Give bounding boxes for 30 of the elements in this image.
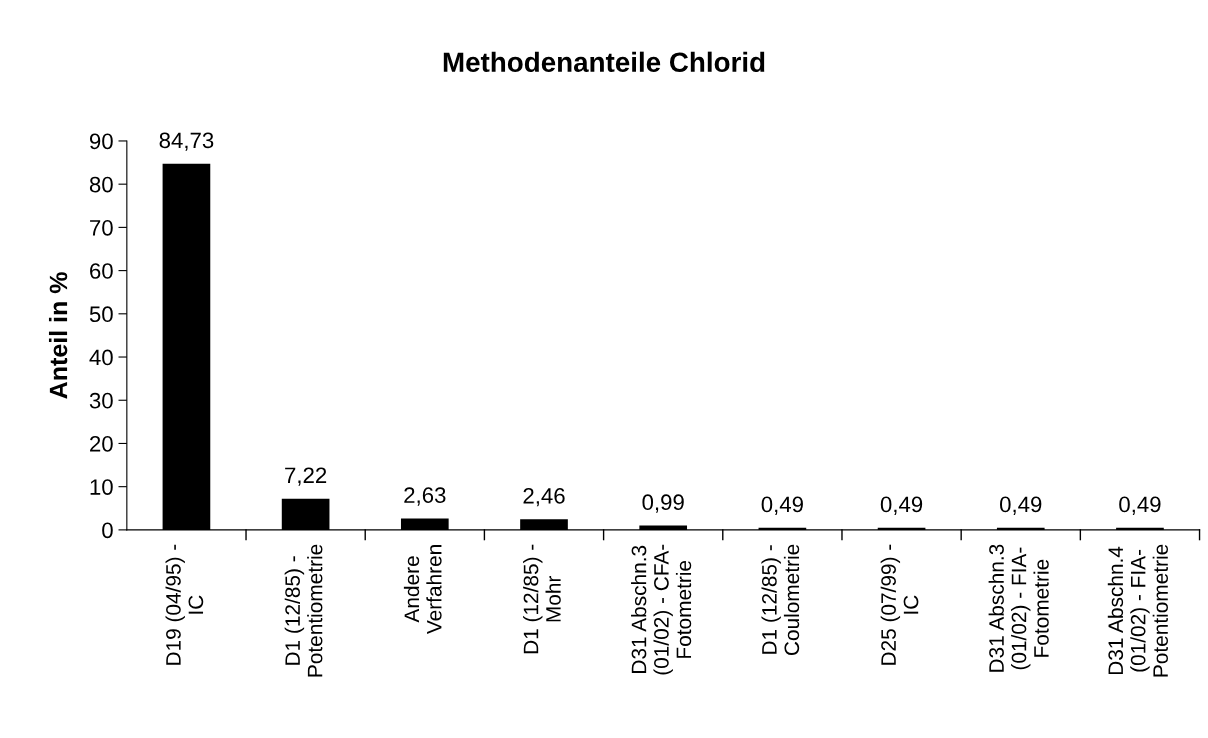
data-label: 0,99 [642, 494, 684, 513]
y-tick-label: 0 [102, 522, 113, 539]
x-tick-label: Andere Verfahren [403, 545, 442, 635]
x-tick-label: D31 Abschn.3 (01/02) - FIA- Fotometrie [988, 544, 1049, 672]
data-label: 0,49 [880, 496, 923, 515]
data-label: 0,49 [1000, 496, 1042, 515]
y-tick-label: 80 [89, 176, 113, 193]
y-tick-label: 60 [90, 263, 113, 279]
y-axis-title: Anteil in % [48, 272, 68, 399]
data-label: 7,22 [285, 467, 327, 486]
data-label: 0,49 [1119, 496, 1161, 515]
y-tick-label: 20 [90, 435, 113, 452]
x-tick-label: D31 Abschn.4 (01/02) - FIA- Potentiometrie [1107, 544, 1168, 677]
data-label: 2,63 [404, 487, 446, 506]
x-tick-label: D31 Abschn.3 (01/02) - CFA- Fotometrie [631, 544, 692, 675]
data-label: 2,46 [523, 488, 565, 507]
y-tick-label: 70 [90, 219, 113, 236]
data-label: 84,73 [159, 132, 214, 151]
x-tick-label: D1 (12/85) - Coulometrie [761, 544, 800, 656]
y-tick-label: 30 [89, 392, 113, 409]
x-tick-label: D25 (07/99) - IC [880, 544, 919, 665]
x-tick-label: D1 (12/85) - Mohr [523, 544, 561, 654]
chart-title: Methodenanteile Chlorid [443, 51, 765, 73]
y-tick-label: 90 [89, 133, 113, 150]
y-tick-label: 10 [90, 479, 113, 495]
y-tick-label: 40 [89, 349, 113, 366]
data-label: 0,49 [761, 496, 803, 515]
y-tick-label: 50 [89, 306, 113, 323]
x-tick-label: D19 (04/95) - IC [165, 544, 204, 665]
x-tick-label: D1 (12/85) - Potentiometrie [284, 544, 323, 677]
